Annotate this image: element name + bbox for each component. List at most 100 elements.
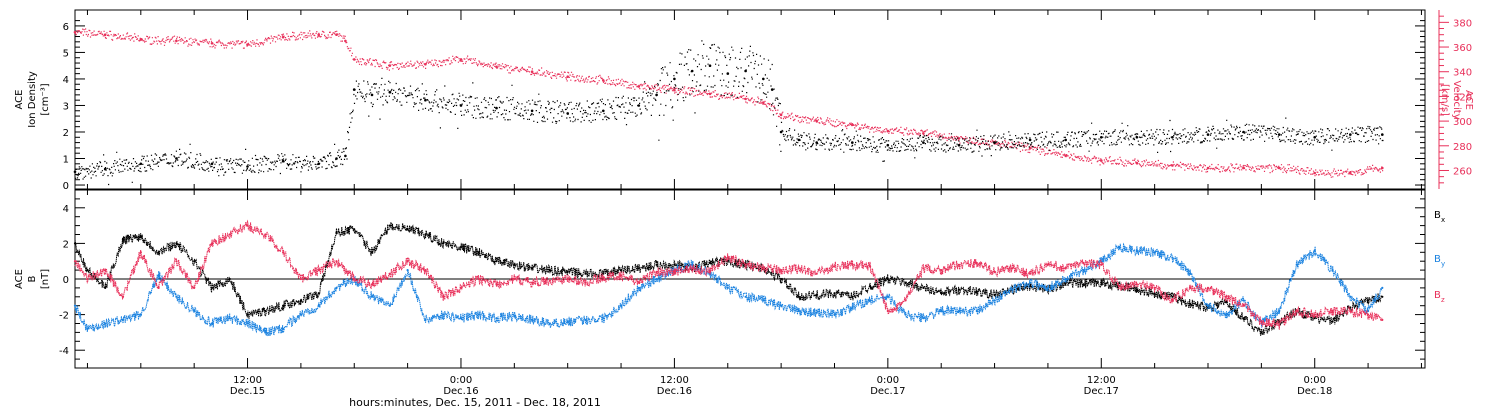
by-point bbox=[691, 263, 694, 266]
bx-point bbox=[477, 251, 480, 254]
by-point bbox=[406, 269, 409, 272]
density-point bbox=[139, 162, 143, 166]
bz-point bbox=[157, 286, 160, 289]
bz-point bbox=[708, 270, 712, 273]
bz-point bbox=[922, 267, 925, 270]
by-point bbox=[993, 299, 996, 302]
time-tick-date: Dec.18 bbox=[1297, 386, 1332, 397]
by-point bbox=[175, 295, 178, 298]
bz-point bbox=[282, 251, 285, 254]
bx-point bbox=[1135, 288, 1138, 291]
by-point bbox=[388, 304, 391, 307]
b-ylabel-instrument: ACE bbox=[14, 269, 25, 289]
bz-point bbox=[1242, 304, 1245, 307]
time-axis-caption: hours:minutes, Dec. 15, 2011 - Dec. 18, … bbox=[349, 396, 601, 409]
bx-point bbox=[299, 299, 302, 302]
density-point bbox=[530, 109, 534, 113]
bx-point bbox=[886, 277, 889, 281]
bx-point bbox=[673, 263, 676, 266]
bx-point bbox=[1242, 317, 1245, 320]
by-point bbox=[851, 306, 854, 309]
bx-point bbox=[157, 251, 160, 254]
bx-point bbox=[139, 235, 142, 238]
by-point bbox=[104, 322, 107, 325]
bx-point bbox=[193, 260, 196, 263]
bz-point bbox=[1189, 286, 1192, 289]
time-tick-label: 12:00 bbox=[1087, 375, 1116, 386]
bz-point bbox=[442, 295, 445, 298]
bx-point bbox=[797, 295, 801, 298]
legend-by-subscript: y bbox=[1441, 260, 1445, 268]
by-point bbox=[975, 309, 978, 313]
bz-point bbox=[86, 277, 89, 281]
bx-point bbox=[513, 263, 516, 266]
b-tick-label: -2 bbox=[59, 311, 69, 322]
bx-point bbox=[1171, 295, 1174, 298]
bz-point bbox=[957, 263, 961, 266]
density-point bbox=[1349, 133, 1352, 136]
by-point bbox=[869, 299, 872, 302]
bz-point bbox=[940, 269, 943, 272]
bx-point bbox=[246, 313, 249, 316]
bz-point bbox=[335, 260, 338, 263]
by-point bbox=[1349, 295, 1352, 298]
by-point bbox=[1381, 286, 1384, 289]
density-tick-label: 4 bbox=[63, 75, 69, 86]
time-axis: 12:00Dec.150:00Dec.1612:00Dec.160:00Dec.… bbox=[86, 10, 1422, 397]
velocity-scatter bbox=[75, 28, 1384, 178]
density-point bbox=[73, 170, 77, 174]
by-point bbox=[1118, 245, 1121, 249]
bz-point bbox=[193, 286, 196, 289]
bx-point bbox=[388, 224, 391, 227]
density-point bbox=[770, 88, 774, 91]
by-point bbox=[495, 317, 498, 320]
time-tick-label: 12:00 bbox=[233, 375, 262, 386]
bx-point bbox=[1381, 295, 1384, 298]
bz-point bbox=[459, 286, 463, 289]
by-point bbox=[477, 313, 480, 316]
bz-point bbox=[726, 256, 729, 259]
bz-point bbox=[1367, 313, 1370, 316]
velocity-tick-label: 260 bbox=[1453, 166, 1472, 177]
by-point bbox=[1295, 263, 1298, 266]
bx-point bbox=[815, 293, 818, 297]
bx-point bbox=[353, 228, 356, 231]
bx-point bbox=[851, 295, 854, 298]
bz-point bbox=[388, 272, 391, 275]
bz-point bbox=[975, 261, 978, 265]
velocity-point bbox=[566, 75, 569, 78]
density-point bbox=[370, 93, 374, 97]
by-point bbox=[1206, 304, 1210, 307]
bz-trace bbox=[74, 219, 1383, 330]
by-point bbox=[442, 313, 445, 316]
bx-point bbox=[1189, 302, 1192, 305]
density-point bbox=[726, 72, 730, 75]
bz-point bbox=[1331, 309, 1334, 313]
bx-point bbox=[121, 238, 125, 241]
bx-point bbox=[86, 269, 89, 272]
density-point bbox=[797, 138, 801, 142]
bz-point bbox=[1313, 313, 1316, 316]
by-point bbox=[744, 295, 747, 298]
by-trace bbox=[74, 242, 1383, 337]
bz-point bbox=[1100, 263, 1103, 266]
density-scatter bbox=[75, 40, 1384, 186]
b-ylabel-quantity: B bbox=[27, 275, 38, 282]
bx-point bbox=[619, 269, 623, 272]
velocity-point bbox=[344, 39, 347, 43]
density-tick-label: 1 bbox=[63, 155, 69, 166]
bz-point bbox=[299, 277, 302, 281]
by-point bbox=[264, 331, 267, 334]
bz-point bbox=[1118, 285, 1121, 288]
bz-point bbox=[1171, 299, 1174, 302]
velocity-point bbox=[317, 33, 321, 36]
density-point bbox=[602, 109, 605, 113]
by-point bbox=[1278, 309, 1281, 313]
bz-point bbox=[780, 269, 783, 272]
legend-bx-symbol: B bbox=[1434, 210, 1441, 221]
bz-point bbox=[691, 267, 694, 270]
by-point bbox=[619, 304, 623, 307]
bz-point bbox=[210, 242, 214, 245]
time-tick-date: Dec.17 bbox=[1084, 386, 1119, 397]
